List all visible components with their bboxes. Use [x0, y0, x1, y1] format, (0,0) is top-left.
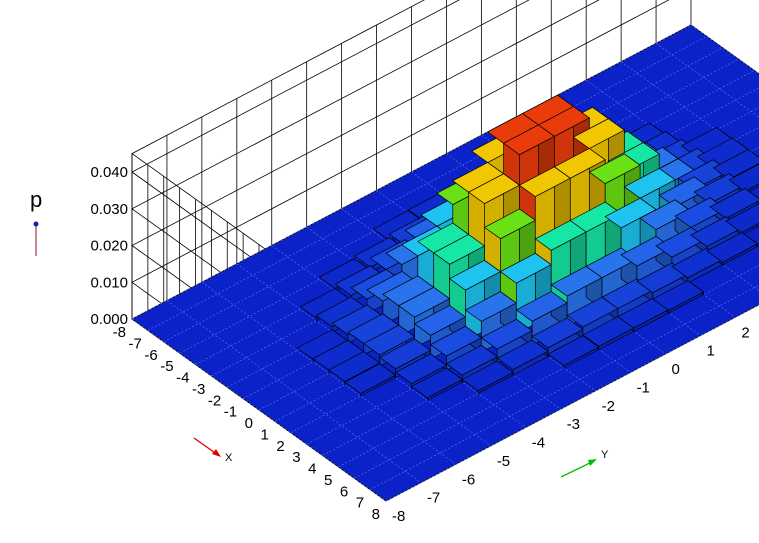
bar: [547, 335, 600, 369]
x-tick-label: -7: [129, 335, 142, 352]
x-tick-label: -2: [208, 392, 221, 409]
y-tick-label: 2: [741, 324, 749, 341]
z-axis-marker: [33, 221, 39, 256]
x-axis-label: X: [225, 452, 233, 464]
bar-face: [623, 167, 676, 199]
x-tick-label: 4: [308, 461, 316, 478]
floor-grid-line: [690, 24, 759, 75]
floor-grid-line: [369, 284, 759, 490]
x-axis-arrow: [193, 437, 221, 457]
x-tick-label: -6: [144, 347, 157, 364]
y-tick-label: 1: [706, 343, 714, 360]
z-tick-label: 0.040: [90, 164, 128, 181]
floor-grid-line: [211, 87, 759, 377]
floor-grid-line: [385, 304, 759, 502]
z-axis-label: p: [30, 187, 42, 212]
x-tick-label: -3: [192, 381, 205, 398]
floor-grid-line: [306, 205, 759, 445]
floor-grid-line: [166, 300, 422, 483]
y-tick-label: 0: [672, 361, 680, 378]
z-tick-label: 0.000: [90, 311, 128, 328]
floor-grid-line: [354, 265, 759, 479]
bar-face: [537, 106, 590, 137]
y-tick-label: -5: [497, 453, 510, 470]
x-tick-label: -5: [160, 358, 173, 375]
floor-grid-line: [163, 47, 723, 343]
x-tick-label: -4: [176, 370, 189, 387]
floor-grid-line: [179, 58, 739, 354]
z-tick-labels: 0.000 0.010 0.020 0.030 0.040: [90, 164, 128, 328]
floor-grid-line: [147, 36, 708, 331]
floor-grid-line: [195, 70, 755, 365]
z-tick-label: 0.020: [90, 238, 128, 255]
bar-face: [588, 153, 641, 185]
bar-face: [725, 203, 759, 233]
bars-group: [296, 94, 759, 401]
y-tick-label: -2: [602, 398, 615, 415]
y-tick-label: -6: [462, 471, 475, 488]
x-tick-label: 0: [245, 415, 253, 432]
bar: [706, 231, 759, 266]
y-axis-label: Y: [601, 449, 609, 461]
bar-face: [652, 280, 705, 311]
floor-grid-line: [338, 245, 759, 468]
bar-face: [728, 163, 759, 192]
x-tick-label: 3: [292, 449, 300, 466]
bar: [725, 203, 759, 236]
x-tick-label: 1: [261, 426, 269, 443]
y-tick-label: -3: [567, 416, 580, 433]
x-tick-label: 7: [356, 495, 364, 512]
x-tick-label: -1: [224, 404, 237, 421]
floor-grid-line: [655, 43, 759, 118]
y-tick-label: -8: [392, 508, 405, 525]
x-tick-label: 8: [372, 506, 380, 523]
y-tick-label: -7: [427, 490, 440, 507]
y-axis-arrow: [560, 459, 597, 478]
bar: [652, 279, 705, 314]
x-tick-label: -8: [113, 324, 126, 341]
bar-face: [712, 149, 759, 180]
x-tick-label: 2: [276, 438, 284, 455]
z-tick-label: 0.030: [90, 201, 128, 218]
floor-grid-line: [131, 24, 692, 320]
floor-grid-line: [322, 225, 759, 456]
bar-face: [572, 118, 625, 149]
bar-face: [706, 232, 759, 263]
y-tick-label: -4: [532, 435, 545, 452]
x-tick-label: 5: [324, 472, 332, 489]
z-tick-label: 0.010: [90, 274, 128, 291]
x-tick-label: 6: [340, 483, 348, 500]
bar-face: [553, 148, 606, 179]
y-tick-label: -1: [637, 379, 650, 396]
bar-face: [709, 188, 759, 219]
